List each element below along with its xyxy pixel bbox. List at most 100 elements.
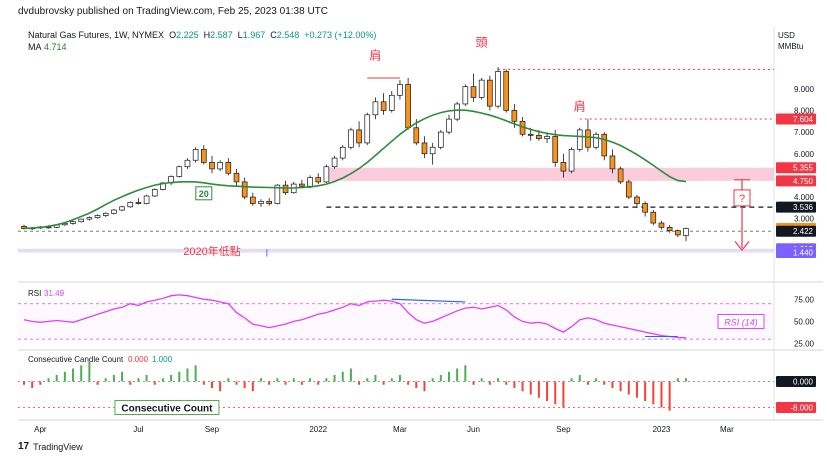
candle [536,135,542,139]
count-bar [112,375,115,382]
resistance-zone [326,167,774,181]
count-bar [202,381,205,385]
count-bar [586,381,589,385]
count-bar [145,375,148,382]
count-bar [129,381,132,385]
count-bar [382,381,385,385]
candle [527,133,534,136]
price-tick-3-000: 3.000 [794,215,815,224]
candle [274,184,281,204]
rsi-tick-25-00: 25.00 [794,340,815,349]
candle [397,84,403,96]
annotation-head: 頭 [476,36,488,50]
candle [331,157,338,168]
candle [70,221,76,224]
tradingview-logo-icon: 17 [18,441,30,452]
candle [151,189,158,197]
count-bar [570,378,573,382]
annotation-right-shoulder: 肩 [574,98,586,113]
count-bar [366,378,369,382]
candle [462,86,469,105]
open-value: 2.225 [176,30,199,40]
candle [21,225,27,229]
count-bar [554,381,557,405]
count-tick-min: -8.000 [790,404,813,413]
count-bar [276,378,279,382]
candle [478,79,485,98]
price-label-1-440-bg [776,246,816,258]
candle [675,230,681,236]
count-bar [251,381,254,392]
count-bar [268,381,271,385]
count-bar [668,381,671,411]
count-value-2: 1.000 [152,355,173,364]
low-label: L [237,30,243,40]
support-zone [18,248,774,253]
count-bar [178,371,181,382]
price-label-4-750-bg [776,175,816,187]
annotation-2020-low: 2020年低點 [183,244,240,258]
candle [250,196,256,204]
candle [127,202,134,208]
low-value: 1.967 [242,30,266,40]
ma-badge-label: 20 [199,189,209,199]
count-bar [243,381,246,388]
price-tick-7-000: 7.000 [794,128,815,137]
count-bar [627,381,630,395]
price-label-5-355: 5.355 [793,164,814,173]
price-label-7-604-bg [776,113,816,125]
count-bar [219,381,222,392]
rsi-band [18,303,774,340]
x-tick-Mar: Mar [720,425,734,434]
count-bar [635,381,638,398]
symbol-name: Natural Gas Futures, 1W, NYMEX [28,30,165,40]
count-bar [80,365,83,382]
rsi-label: RSI [28,289,41,298]
candle [617,168,624,183]
x-tick-2022: 2022 [309,425,327,434]
close-value: 2.548 [276,30,300,40]
candle [552,136,559,163]
candle [266,201,272,204]
rsi-tick-75-00: 75.00 [794,295,815,304]
candle [470,86,477,98]
count-bar [284,381,287,385]
count-bar [660,381,663,408]
price-label-3-536: 3.536 [793,203,814,212]
price-label-3-536-bg [776,201,816,213]
ma-badge-box [195,186,213,201]
candle [544,136,550,139]
count-bar [260,378,263,382]
candle [241,181,248,198]
candle [609,155,616,170]
change-value: +0.273 (+12.00%) [304,30,377,40]
price-label-4-750: 4.750 [793,177,814,186]
count-bar [88,362,91,382]
candle [380,101,387,111]
price-label-2-422-bg [776,225,816,237]
candle [487,79,493,107]
currency-label: USD [778,31,795,40]
count-bar [210,381,213,388]
candle [258,201,264,204]
symbol-info: Natural Gas Futures, 1W, NYMEX O2.225 H2… [28,30,376,40]
count-bar [472,381,475,385]
x-tick-Jul: Jul [133,425,143,434]
price-tick-6-000: 6.000 [794,150,815,159]
count-bar [497,378,500,382]
candle [658,222,665,228]
count-tick-min-bg [776,402,816,413]
count-bar [488,381,491,385]
candle [405,84,411,129]
candle [184,159,191,168]
candle [421,142,428,155]
count-bar [431,378,434,382]
count-tick-zero-bg [776,376,816,387]
count-bar [439,375,442,382]
candle [642,203,648,213]
candle [364,114,371,144]
count-tick-zero: 0.000 [793,378,814,387]
candle [438,131,444,148]
candle [86,217,93,220]
